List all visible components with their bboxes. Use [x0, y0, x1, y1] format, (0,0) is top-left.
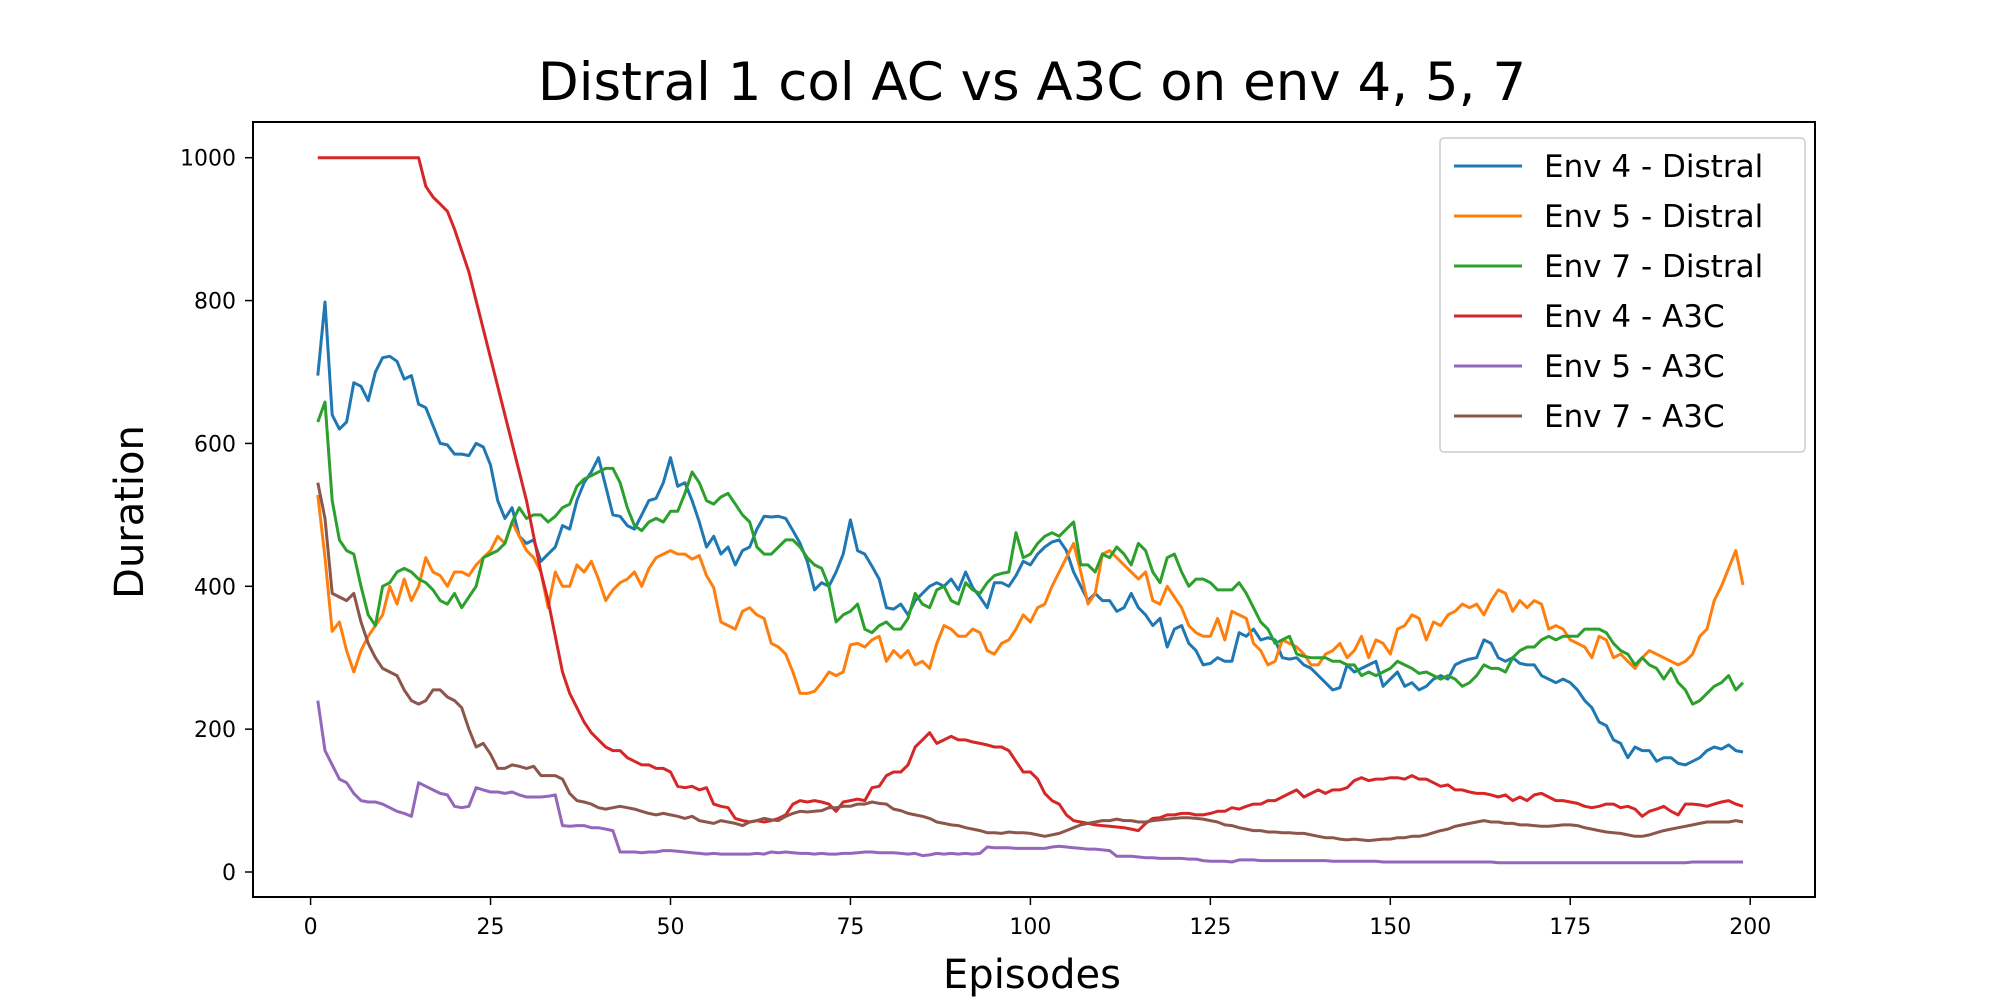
legend-label: Env 5 - A3C	[1544, 349, 1725, 385]
y-tick-label: 600	[194, 432, 236, 457]
x-tick-label: 175	[1549, 915, 1591, 940]
x-tick-label: 50	[656, 915, 684, 940]
x-axis: 0 25 50 75 100 125 150 175 200	[304, 897, 1771, 940]
series-line-4	[317, 156, 1744, 833]
legend-box	[1439, 137, 1806, 453]
series-line-3	[316, 400, 1745, 706]
legend-label: Env 4 - Distral	[1544, 149, 1763, 185]
series-line-6	[316, 482, 1744, 843]
series-layer	[316, 156, 1745, 865]
series-line-1	[316, 300, 1744, 767]
x-tick-label: 150	[1369, 915, 1411, 940]
series-line-2	[316, 494, 1745, 695]
y-tick-label: 0	[222, 861, 236, 886]
legend-label: Env 4 - A3C	[1544, 299, 1725, 335]
y-tick-label: 800	[194, 290, 236, 315]
x-tick-label: 25	[477, 915, 505, 940]
plot-frame	[252, 121, 1816, 898]
legend-label: Env 7 - A3C	[1544, 399, 1725, 435]
x-tick-label: 100	[1009, 915, 1051, 940]
x-tick-label: 200	[1729, 915, 1771, 940]
x-axis-label: Episodes	[943, 952, 1121, 998]
y-axis: 0 200 400 600 800 1000	[180, 147, 253, 886]
y-axis-label: Duration	[107, 425, 153, 599]
series-line-5	[316, 700, 1743, 865]
legend-label: Env 7 - Distral	[1544, 249, 1763, 285]
x-tick-label: 0	[304, 915, 318, 940]
chart-title: Distral 1 col AC vs A3C on env 4, 5, 7	[538, 52, 1526, 113]
x-tick-label: 125	[1189, 915, 1231, 940]
y-tick-label: 400	[194, 575, 236, 600]
y-tick-label: 200	[194, 718, 236, 743]
legend-label: Env 5 - Distral	[1544, 199, 1763, 235]
y-tick-label: 1000	[180, 147, 236, 172]
legend: Env 4 - Distral Env 5 - Distral Env 7 - Di…	[1439, 137, 1806, 453]
x-tick-label: 75	[836, 915, 864, 940]
